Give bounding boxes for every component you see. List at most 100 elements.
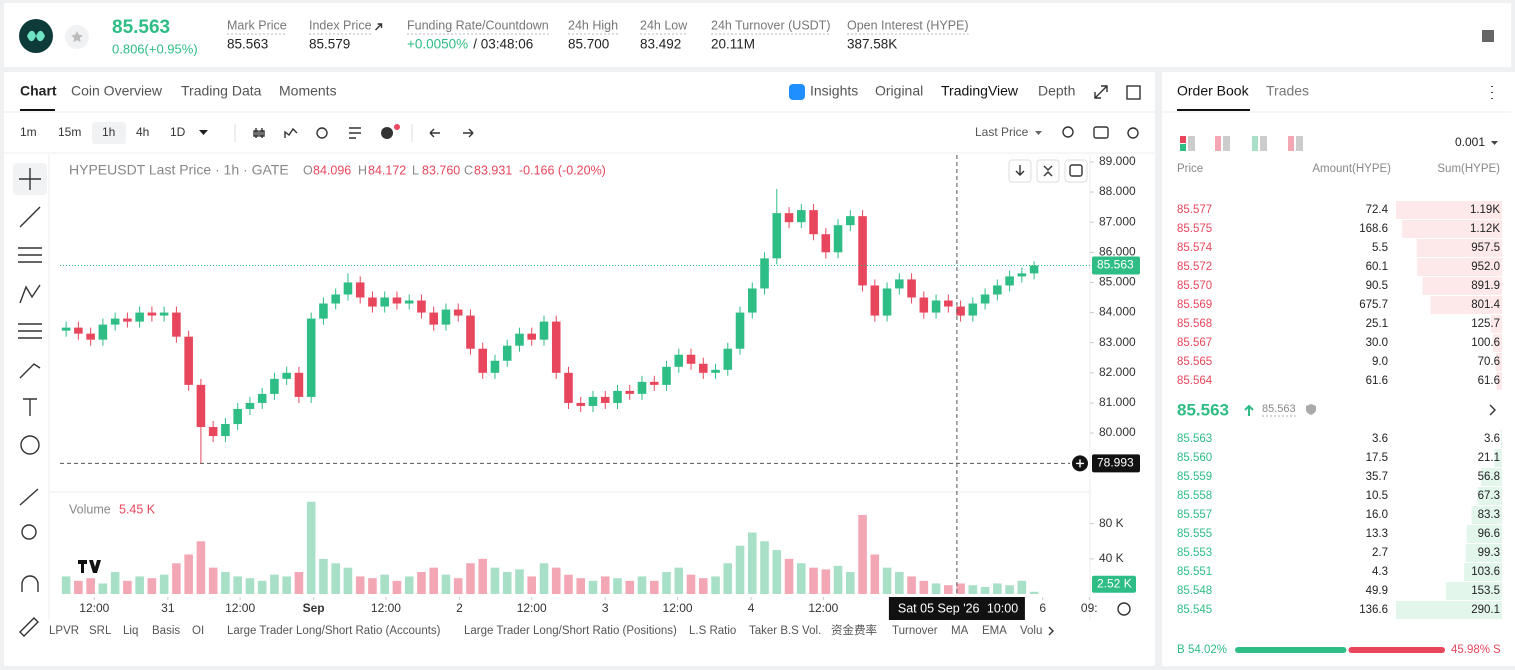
tab[interactable]: Trading Data [181, 83, 262, 99]
indicator[interactable]: MA [951, 625, 969, 637]
ob-price[interactable]: 85.575 [1177, 223, 1212, 235]
indicator[interactable]: Large Trader Long/Short Ratio (Accounts) [227, 625, 441, 637]
interval[interactable]: 4h [136, 125, 149, 139]
interval[interactable]: 1D [170, 125, 186, 139]
interval[interactable]: 15m [58, 125, 81, 139]
ob-amount: 60.1 [1366, 261, 1388, 273]
view-tab[interactable]: TradingView [941, 83, 1019, 99]
dropdown[interactable] [1035, 131, 1042, 135]
candle-icon[interactable] [253, 128, 265, 138]
candle-body [809, 210, 818, 235]
indicator[interactable]: EMA [982, 625, 1007, 637]
interval[interactable]: 1h [102, 125, 115, 139]
window-icon[interactable] [1126, 85, 1141, 100]
indicator-icon[interactable] [284, 127, 298, 138]
indicator[interactable]: Volu [1020, 625, 1042, 637]
fullscreen-icon[interactable] [1094, 85, 1108, 99]
depth-bar [1490, 315, 1502, 333]
emoji-tool[interactable] [20, 435, 40, 455]
view-tab[interactable]: Insights [810, 83, 858, 99]
chart-btn[interactable] [1064, 159, 1088, 183]
ob-price[interactable]: 85.553 [1177, 547, 1212, 559]
book-mode-icons[interactable] [1180, 136, 1303, 151]
chevron[interactable] [1489, 404, 1496, 416]
ob-price[interactable]: 85.570 [1177, 280, 1212, 292]
ruler-tool[interactable] [19, 488, 39, 506]
external-icon [375, 23, 383, 31]
indicator[interactable]: OI [192, 625, 204, 637]
text-tool[interactable] [23, 398, 37, 416]
ob-price[interactable]: 85.555 [1177, 528, 1212, 540]
pattern-tool[interactable] [19, 284, 41, 304]
template-icon[interactable] [349, 127, 361, 139]
ob-price[interactable]: 85.568 [1177, 318, 1212, 330]
ob-price[interactable]: 85.545 [1177, 604, 1212, 616]
ob-price[interactable]: 85.572 [1177, 261, 1212, 273]
ob-price[interactable]: 85.564 [1177, 375, 1213, 387]
line-tool[interactable] [19, 206, 41, 228]
dropdown[interactable] [1491, 141, 1498, 145]
view-tab[interactable]: Original [875, 83, 923, 99]
mid-price: 85.563 [1177, 400, 1229, 419]
indicator[interactable]: LPVR [49, 625, 79, 637]
volume-bar [870, 554, 880, 594]
ratio-buy: 54.02% [1188, 644, 1227, 656]
ob-tab[interactable]: Trades [1266, 83, 1309, 99]
magnet-tool[interactable] [21, 575, 39, 592]
tab[interactable]: Chart [20, 83, 57, 99]
ob-tab[interactable]: Order Book [1177, 83, 1250, 99]
dropdown[interactable] [199, 130, 208, 135]
axis-settings[interactable] [1117, 602, 1131, 616]
ob-price[interactable]: 85.574 [1177, 242, 1213, 254]
indicator[interactable]: SRL [89, 625, 112, 637]
volume-bar [674, 567, 684, 594]
ob-price[interactable]: 85.559 [1177, 471, 1212, 483]
indicator[interactable]: Basis [152, 625, 180, 637]
chart-btn[interactable] [1036, 159, 1060, 183]
add-icon[interactable] [381, 127, 393, 139]
ob-sum: 891.9 [1471, 280, 1500, 292]
ob-price[interactable]: 85.569 [1177, 299, 1212, 311]
indicator[interactable]: L.S Ratio [689, 625, 736, 637]
ob-price[interactable]: 85.557 [1177, 509, 1212, 521]
tab[interactable]: Coin Overview [71, 83, 163, 99]
lock-tool[interactable] [19, 617, 39, 637]
ob-price[interactable]: 85.565 [1177, 356, 1212, 368]
camera-icon[interactable] [1093, 126, 1109, 139]
channel-tool[interactable] [18, 247, 42, 263]
indicator[interactable]: 资金费率 [831, 623, 877, 637]
indicator[interactable]: Turnover [892, 625, 938, 637]
fib-tool[interactable] [18, 323, 42, 339]
indicator[interactable]: Liq [123, 625, 138, 637]
indicator[interactable]: Large Trader Long/Short Ratio (Positions… [464, 625, 677, 637]
volume-bar [858, 514, 867, 594]
ob-price[interactable]: 85.563 [1177, 433, 1212, 445]
tab[interactable]: Moments [279, 83, 337, 99]
ob-price[interactable]: 85.567 [1177, 337, 1212, 349]
crosshair-tool[interactable] [19, 168, 41, 190]
ob-price[interactable]: 85.548 [1177, 585, 1212, 597]
ob-amount: 35.7 [1366, 471, 1388, 483]
last-price: 85.563 [112, 17, 170, 38]
indicator[interactable]: Taker B.S Vol. [749, 625, 821, 637]
ob-price[interactable]: 85.560 [1177, 452, 1212, 464]
view-tab[interactable]: Depth [1038, 83, 1075, 99]
down-arrow [1015, 165, 1025, 176]
settings-icon[interactable] [1127, 127, 1139, 139]
volume-bar [417, 572, 426, 594]
replay-icon[interactable] [316, 127, 328, 139]
ob-price[interactable]: 85.551 [1177, 566, 1212, 578]
interval[interactable]: 1m [20, 125, 37, 139]
zoom-tool[interactable] [21, 524, 37, 540]
search-icon[interactable] [1062, 126, 1074, 138]
ob-price[interactable]: 85.577 [1177, 204, 1212, 216]
precision[interactable]: 0.001 [1455, 135, 1485, 149]
depth-bar [1493, 334, 1502, 352]
chevron[interactable] [1048, 626, 1054, 636]
ob-price[interactable]: 85.558 [1177, 490, 1212, 502]
shield-icon [1306, 404, 1316, 415]
price-type[interactable]: Last Price [975, 125, 1029, 139]
brush-tool[interactable] [19, 363, 41, 379]
redo[interactable] [463, 128, 474, 138]
undo[interactable] [429, 128, 440, 138]
